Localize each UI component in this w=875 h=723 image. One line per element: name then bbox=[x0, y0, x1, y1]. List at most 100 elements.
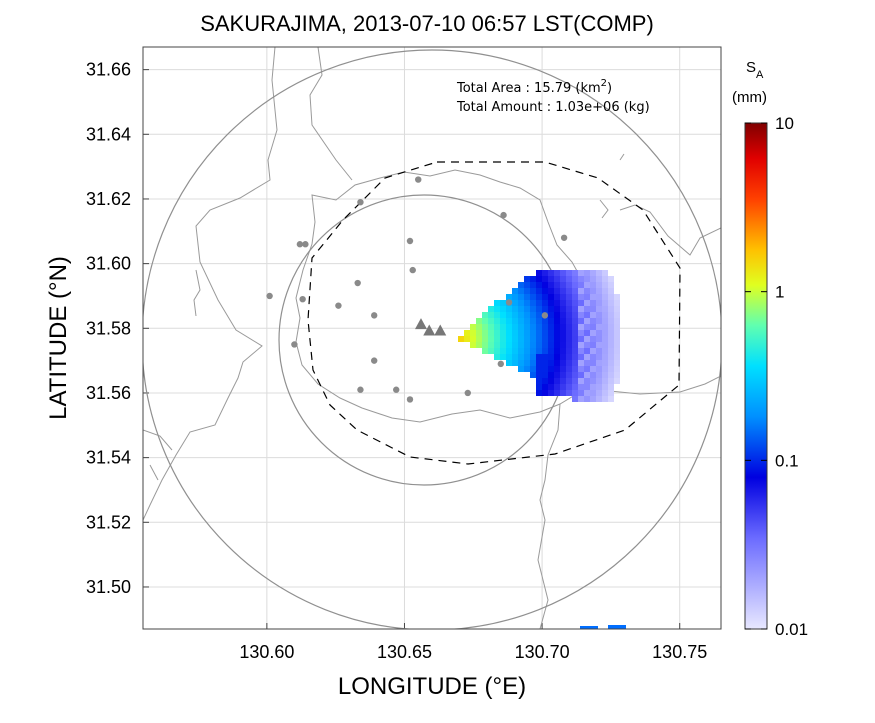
plume-cell bbox=[580, 626, 586, 629]
plume-cell bbox=[542, 384, 548, 390]
plume-cell bbox=[554, 324, 560, 330]
plume-cell bbox=[608, 288, 614, 294]
plume-cell bbox=[494, 306, 500, 312]
plume-cell bbox=[482, 342, 488, 348]
plume-cell bbox=[494, 336, 500, 342]
total-amount-text: Total Amount : 1.03e+06 (kg) bbox=[456, 100, 650, 115]
plume-cell bbox=[500, 318, 506, 324]
plume-cell bbox=[584, 336, 590, 342]
plume-cell bbox=[500, 300, 506, 306]
plume-cell bbox=[554, 360, 560, 366]
station-marker bbox=[497, 360, 505, 368]
plume-cell bbox=[608, 276, 614, 282]
plume-cell bbox=[506, 354, 512, 360]
plume-cell bbox=[476, 324, 482, 330]
plume-cell bbox=[608, 342, 614, 348]
volcano-vents bbox=[414, 318, 447, 336]
plume-cell bbox=[578, 384, 584, 390]
ash-deposit-plume bbox=[458, 270, 626, 629]
plume-cell bbox=[482, 324, 488, 330]
plume-cell bbox=[592, 626, 598, 629]
plume-cell bbox=[464, 336, 470, 342]
plume-cell bbox=[560, 318, 566, 324]
plume-cell bbox=[584, 390, 590, 396]
plume-cell bbox=[578, 306, 584, 312]
plume-cell bbox=[590, 336, 596, 342]
plume-cell bbox=[554, 348, 560, 354]
plume-cell bbox=[524, 354, 530, 360]
station-marker bbox=[299, 296, 306, 303]
plume-cell bbox=[590, 348, 596, 354]
plume-cell bbox=[506, 360, 512, 366]
plume-cell bbox=[506, 324, 512, 330]
y-tick-label: 31.66 bbox=[86, 60, 131, 80]
plume-cell bbox=[560, 306, 566, 312]
plume-cell bbox=[608, 366, 614, 372]
plume-cell bbox=[566, 282, 572, 288]
plume-cell bbox=[614, 294, 620, 300]
plume-cell bbox=[524, 318, 530, 324]
station-marker bbox=[354, 279, 361, 287]
plume-cell bbox=[578, 300, 584, 306]
plume-cell bbox=[602, 384, 608, 390]
plume-cell bbox=[578, 324, 584, 330]
plume-cell bbox=[518, 300, 524, 306]
station-marker bbox=[296, 241, 304, 248]
plume-cell bbox=[518, 342, 524, 348]
y-tick-label: 31.62 bbox=[86, 189, 131, 209]
plume-cell bbox=[566, 378, 572, 384]
plume-cell bbox=[596, 270, 602, 276]
plume-cell bbox=[566, 354, 572, 360]
plume-cell bbox=[566, 288, 572, 294]
plume-cell bbox=[554, 330, 560, 336]
plume-cell bbox=[506, 336, 512, 342]
plume-cell bbox=[542, 282, 548, 288]
plume-cell bbox=[542, 324, 548, 330]
plume-cell bbox=[548, 276, 554, 282]
plume-cell bbox=[488, 312, 494, 318]
plume-cell bbox=[512, 324, 518, 330]
colorbar-tick-label: 10 bbox=[775, 114, 794, 133]
plume-cell bbox=[590, 366, 596, 372]
plume-cell bbox=[572, 330, 578, 336]
plume-cell bbox=[512, 300, 518, 306]
plume-cell bbox=[560, 384, 566, 390]
plume-cell bbox=[590, 384, 596, 390]
plume-cell bbox=[518, 348, 524, 354]
plume-cell bbox=[560, 342, 566, 348]
plume-cell bbox=[488, 318, 494, 324]
station-marker bbox=[560, 234, 568, 241]
y-tick-label: 31.52 bbox=[86, 512, 131, 532]
plume-cell bbox=[602, 372, 608, 378]
plume-cell bbox=[518, 282, 524, 288]
plume-cell bbox=[548, 270, 554, 276]
plume-cell bbox=[584, 288, 590, 294]
plume-cell bbox=[578, 288, 584, 294]
plume-cell bbox=[566, 270, 572, 276]
plume-cell bbox=[572, 306, 578, 312]
plume-cell bbox=[572, 360, 578, 366]
plume-cell bbox=[572, 378, 578, 384]
plume-cell bbox=[566, 306, 572, 312]
plume-cell bbox=[590, 378, 596, 384]
plume-cell bbox=[584, 396, 590, 402]
plume-cell bbox=[602, 276, 608, 282]
plume-cell bbox=[608, 282, 614, 288]
plume-cell bbox=[536, 360, 542, 366]
plume-cell bbox=[548, 300, 554, 306]
plume-cell bbox=[590, 282, 596, 288]
plume-cell bbox=[602, 306, 608, 312]
y-tick-labels: 31.50 31.52 31.54 31.56 31.58 31.60 31.62 31.64… bbox=[86, 60, 131, 597]
plume-cell bbox=[512, 348, 518, 354]
plume-cell bbox=[602, 312, 608, 318]
total-area-text: Total Area : 15.79 (km2) bbox=[456, 78, 612, 96]
plume-cell bbox=[560, 336, 566, 342]
plume-cell bbox=[554, 378, 560, 384]
plume-cell bbox=[596, 306, 602, 312]
plume-cell bbox=[566, 384, 572, 390]
plume-cell bbox=[542, 378, 548, 384]
plume-cell bbox=[560, 276, 566, 282]
plume-cell bbox=[536, 282, 542, 288]
plume-cell bbox=[524, 324, 530, 330]
